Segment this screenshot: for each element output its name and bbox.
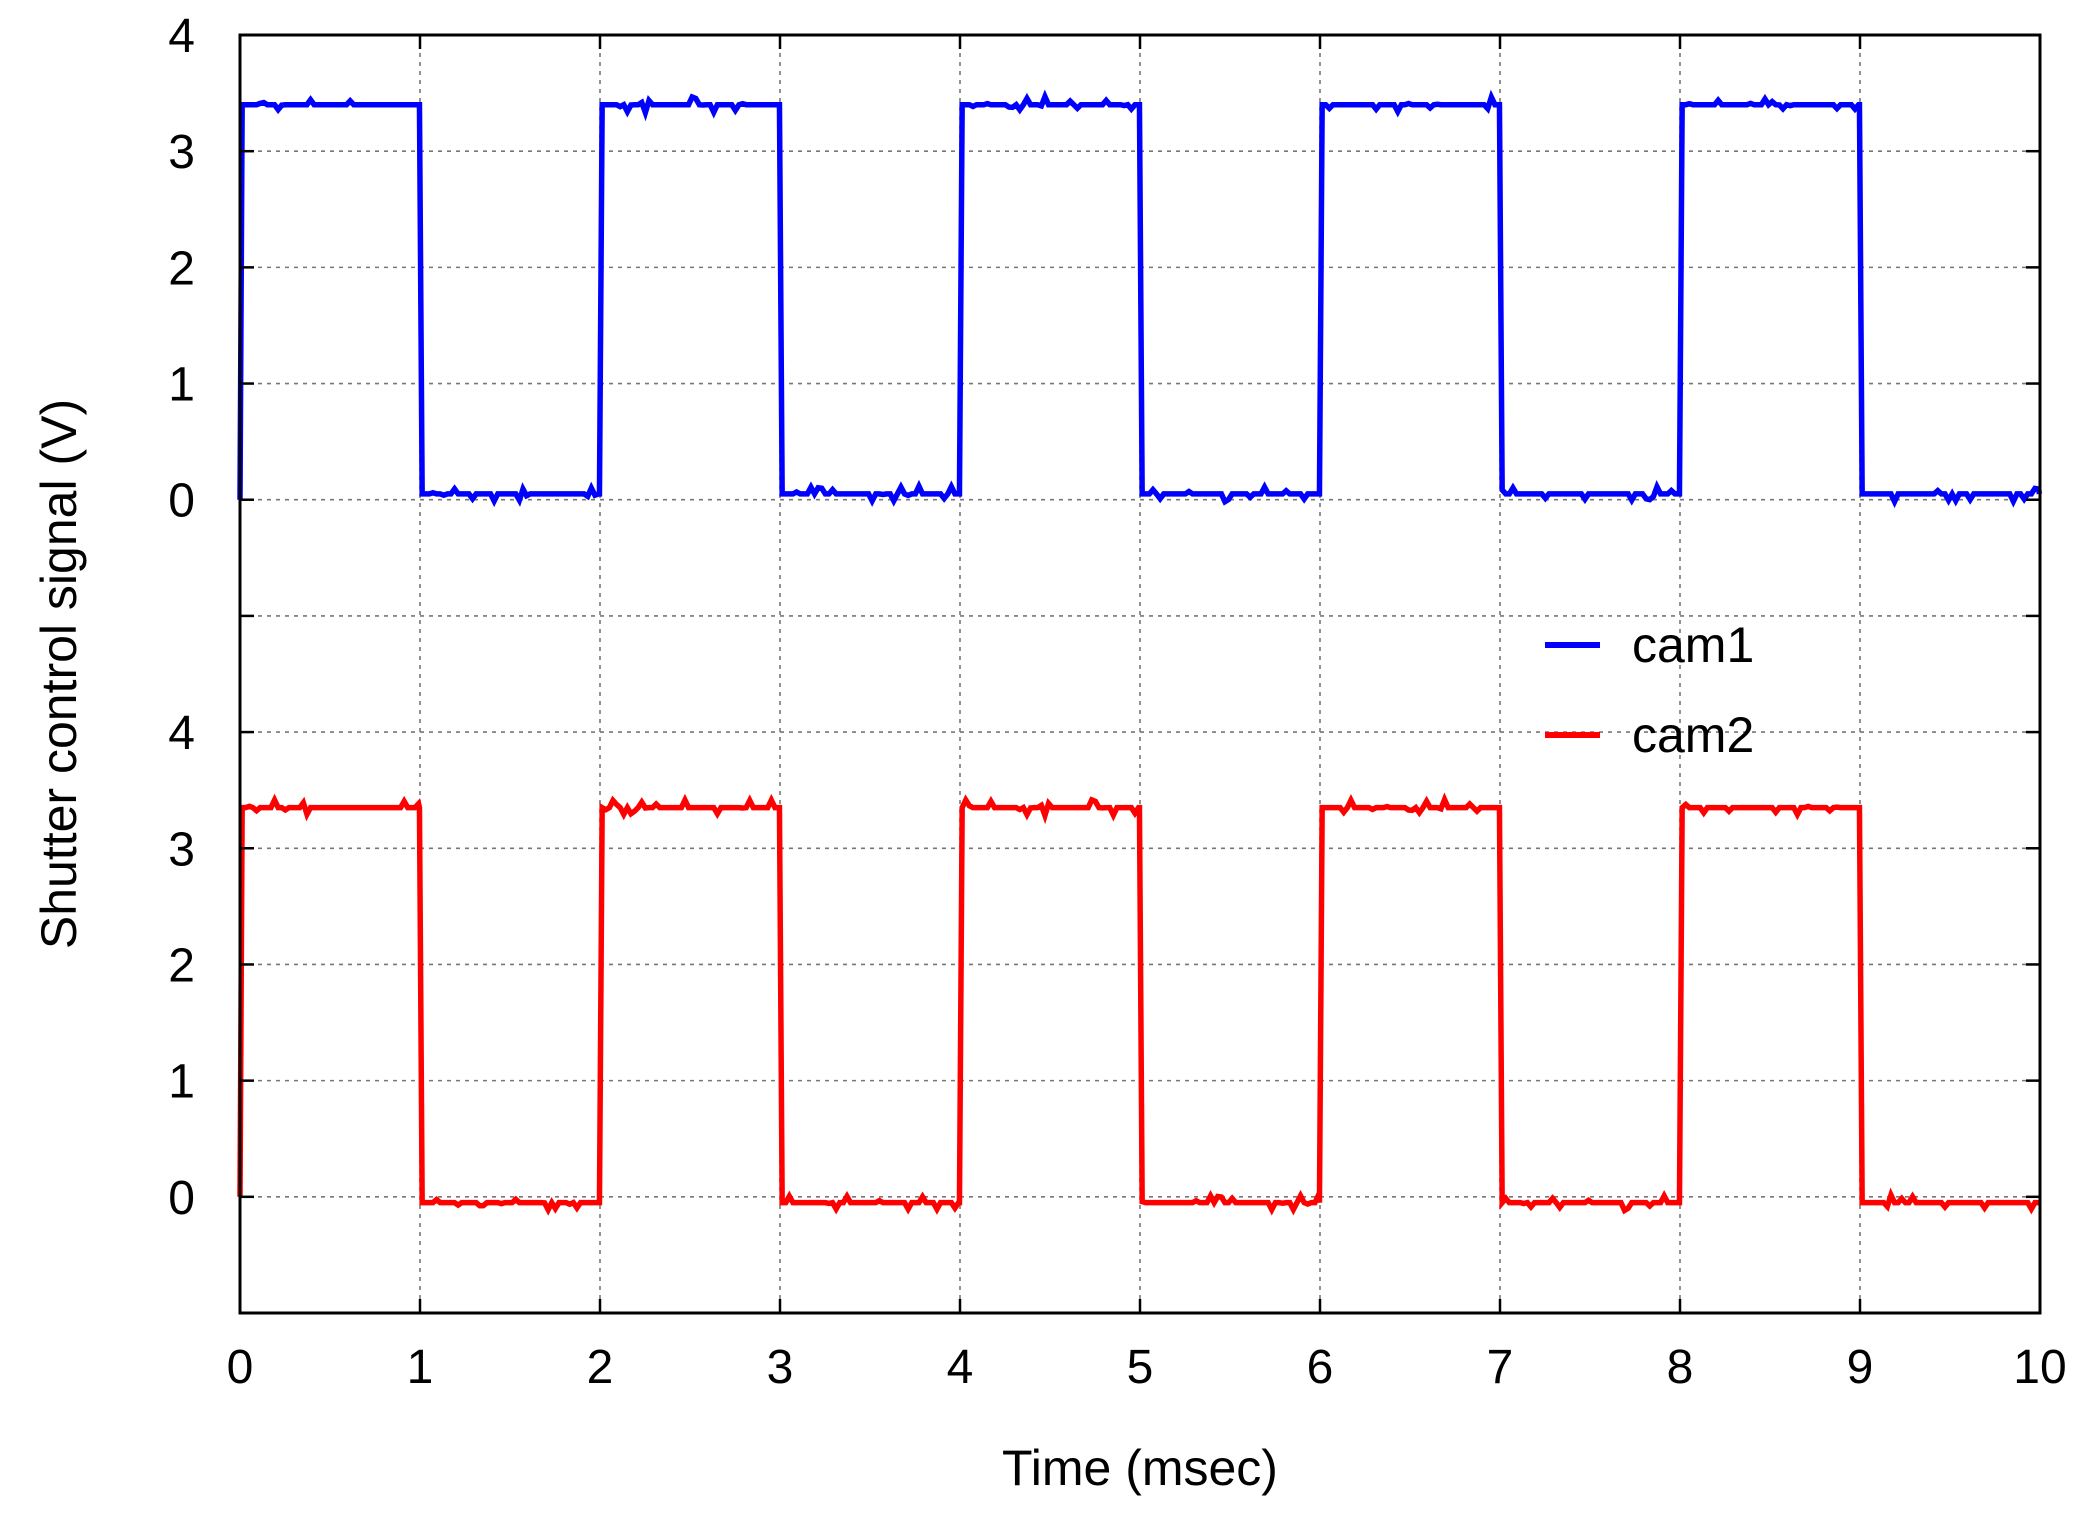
ticks (238, 35, 2042, 1313)
y-tick-label: 2 (168, 939, 195, 992)
x-tick-labels: 0 1 2 3 4 5 6 7 8 9 10 (227, 1341, 2067, 1394)
y-tick-label: 1 (168, 1056, 195, 1109)
x-tick-label: 10 (2013, 1341, 2066, 1394)
y-tick-label: 4 (168, 707, 195, 760)
legend-label-cam2: cam2 (1632, 707, 1754, 763)
series-lines (237, 89, 2043, 1216)
x-tick-label: 2 (587, 1341, 614, 1394)
x-tick-label: 6 (1307, 1341, 1334, 1394)
y-tick-labels: 0 1 2 3 4 0 1 2 3 4 (168, 10, 195, 1225)
legend: cam1 cam2 (1545, 617, 1754, 763)
x-tick-label: 1 (407, 1341, 434, 1394)
y-tick-label: 3 (168, 823, 195, 876)
y-tick-label: 4 (168, 10, 195, 63)
series-line-cam1 (237, 89, 2043, 509)
x-tick-label: 3 (767, 1341, 794, 1394)
series-line-cam2 (237, 792, 2040, 1216)
y-tick-label: 0 (168, 475, 195, 528)
y-tick-label: 3 (168, 126, 195, 179)
x-tick-label: 8 (1667, 1341, 1694, 1394)
x-tick-label: 0 (227, 1341, 254, 1394)
x-axis-title: Time (msec) (1002, 1440, 1278, 1496)
x-tick-label: 7 (1487, 1341, 1514, 1394)
x-tick-label: 5 (1127, 1341, 1154, 1394)
legend-label-cam1: cam1 (1632, 617, 1754, 673)
x-tick-label: 4 (947, 1341, 974, 1394)
x-tick-label: 9 (1847, 1341, 1874, 1394)
y-tick-label: 2 (168, 242, 195, 295)
y-axis-title: Shutter control signal (V) (31, 399, 87, 949)
y-tick-label: 1 (168, 359, 195, 412)
y-tick-label: 0 (168, 1172, 195, 1225)
